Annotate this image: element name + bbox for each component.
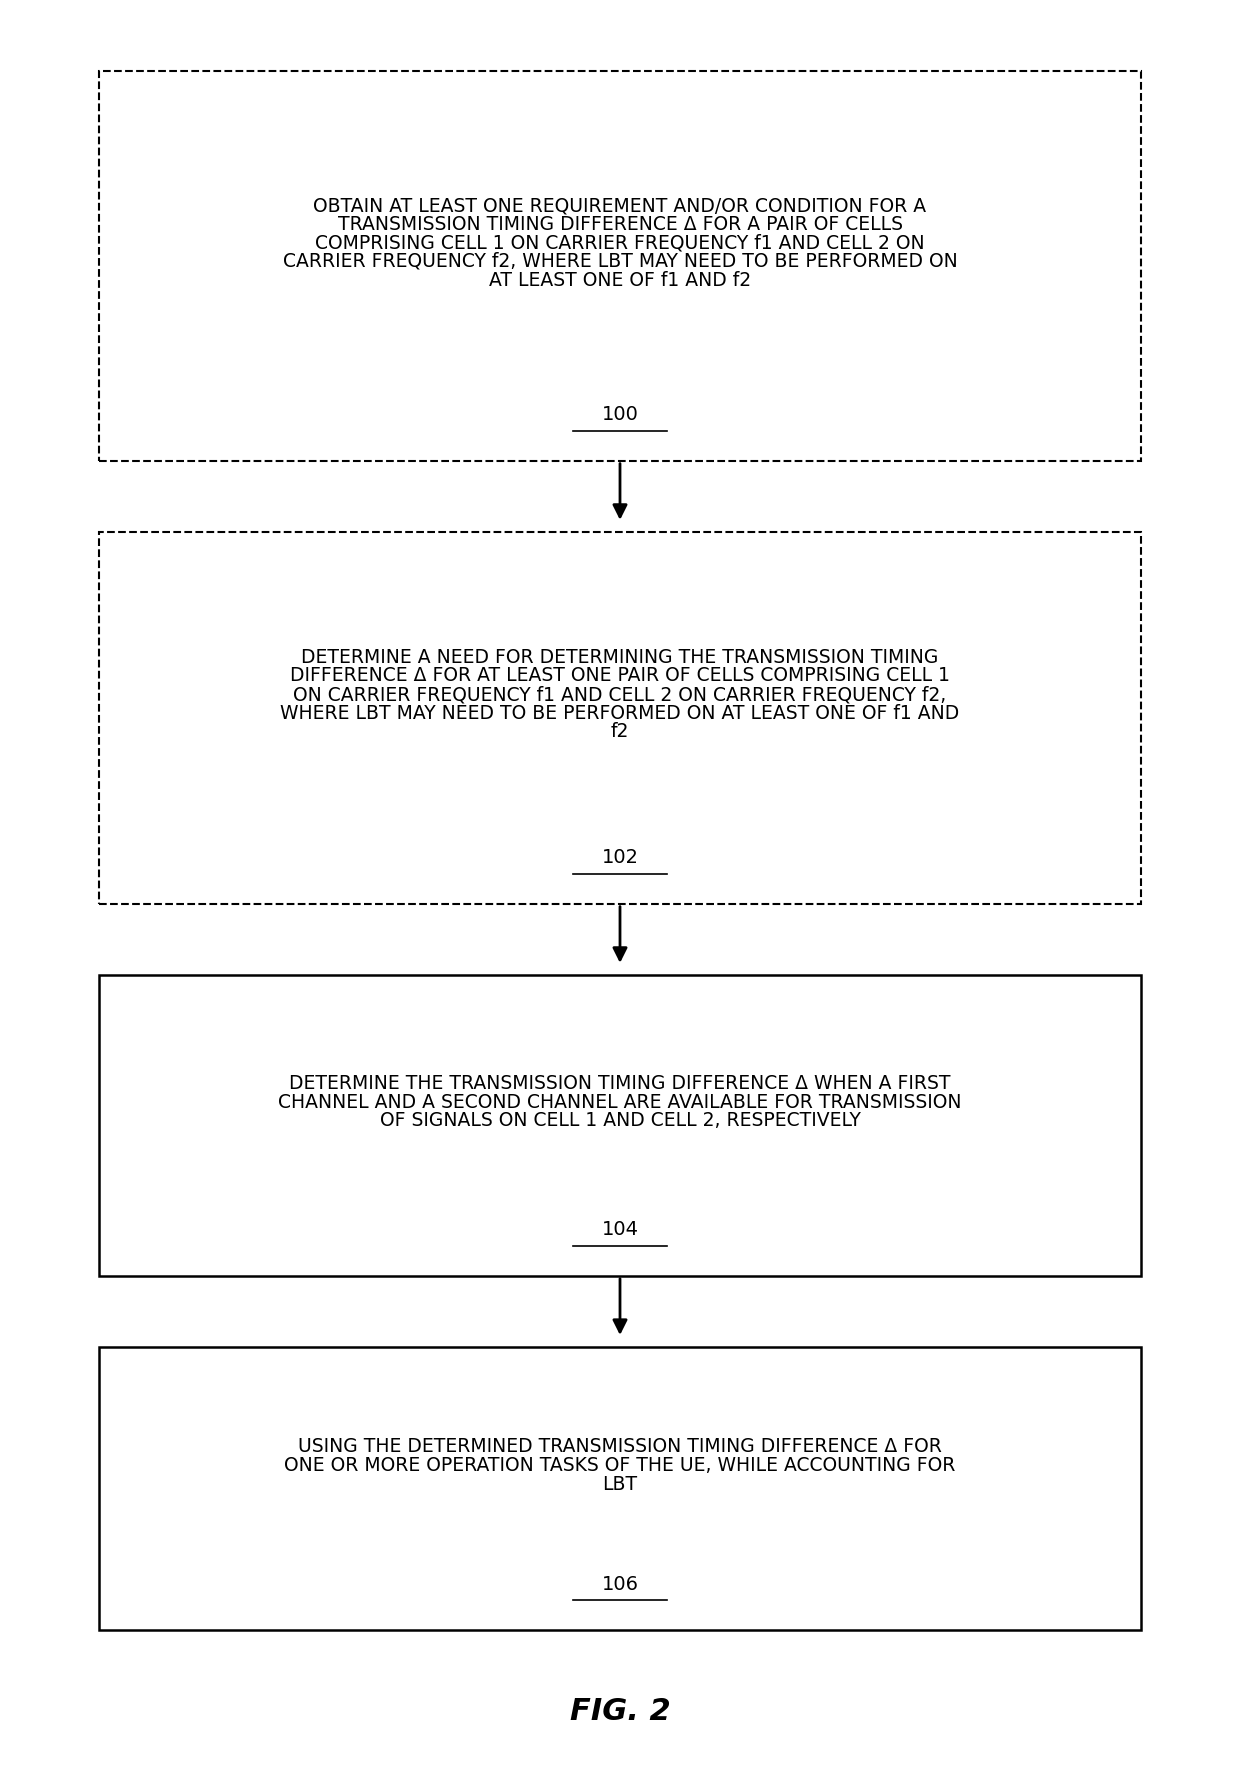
FancyBboxPatch shape (99, 1347, 1141, 1630)
Text: 100: 100 (601, 406, 639, 424)
FancyBboxPatch shape (99, 532, 1141, 904)
Text: ONE OR MORE OPERATION TASKS OF THE UE, WHILE ACCOUNTING FOR: ONE OR MORE OPERATION TASKS OF THE UE, W… (284, 1457, 956, 1474)
Text: 102: 102 (601, 849, 639, 867)
Text: CARRIER FREQUENCY f2, WHERE LBT MAY NEED TO BE PERFORMED ON: CARRIER FREQUENCY f2, WHERE LBT MAY NEED… (283, 252, 957, 271)
Text: OF SIGNALS ON CELL 1 AND CELL 2, RESPECTIVELY: OF SIGNALS ON CELL 1 AND CELL 2, RESPECT… (379, 1111, 861, 1131)
Text: WHERE LBT MAY NEED TO BE PERFORMED ON AT LEAST ONE OF f1 AND: WHERE LBT MAY NEED TO BE PERFORMED ON AT… (280, 703, 960, 723)
Text: OBTAIN AT LEAST ONE REQUIREMENT AND/OR CONDITION FOR A: OBTAIN AT LEAST ONE REQUIREMENT AND/OR C… (314, 197, 926, 214)
Text: USING THE DETERMINED TRANSMISSION TIMING DIFFERENCE Δ FOR: USING THE DETERMINED TRANSMISSION TIMING… (298, 1437, 942, 1457)
Text: DIFFERENCE Δ FOR AT LEAST ONE PAIR OF CELLS COMPRISING CELL 1: DIFFERENCE Δ FOR AT LEAST ONE PAIR OF CE… (290, 666, 950, 686)
Text: ON CARRIER FREQUENCY f1 AND CELL 2 ON CARRIER FREQUENCY f2,: ON CARRIER FREQUENCY f1 AND CELL 2 ON CA… (294, 686, 946, 703)
Text: TRANSMISSION TIMING DIFFERENCE Δ FOR A PAIR OF CELLS: TRANSMISSION TIMING DIFFERENCE Δ FOR A P… (337, 214, 903, 234)
Text: FIG. 2: FIG. 2 (569, 1698, 671, 1726)
Text: DETERMINE A NEED FOR DETERMINING THE TRANSMISSION TIMING: DETERMINE A NEED FOR DETERMINING THE TRA… (301, 649, 939, 666)
Text: AT LEAST ONE OF f1 AND f2: AT LEAST ONE OF f1 AND f2 (489, 271, 751, 289)
Text: DETERMINE THE TRANSMISSION TIMING DIFFERENCE Δ WHEN A FIRST: DETERMINE THE TRANSMISSION TIMING DIFFER… (289, 1074, 951, 1093)
FancyBboxPatch shape (99, 71, 1141, 461)
Text: COMPRISING CELL 1 ON CARRIER FREQUENCY f1 AND CELL 2 ON: COMPRISING CELL 1 ON CARRIER FREQUENCY f… (315, 234, 925, 252)
FancyBboxPatch shape (99, 975, 1141, 1276)
Text: 106: 106 (601, 1575, 639, 1593)
Text: CHANNEL AND A SECOND CHANNEL ARE AVAILABLE FOR TRANSMISSION: CHANNEL AND A SECOND CHANNEL ARE AVAILAB… (278, 1093, 962, 1111)
Text: 104: 104 (601, 1221, 639, 1239)
Text: LBT: LBT (603, 1474, 637, 1494)
Text: f2: f2 (611, 723, 629, 741)
